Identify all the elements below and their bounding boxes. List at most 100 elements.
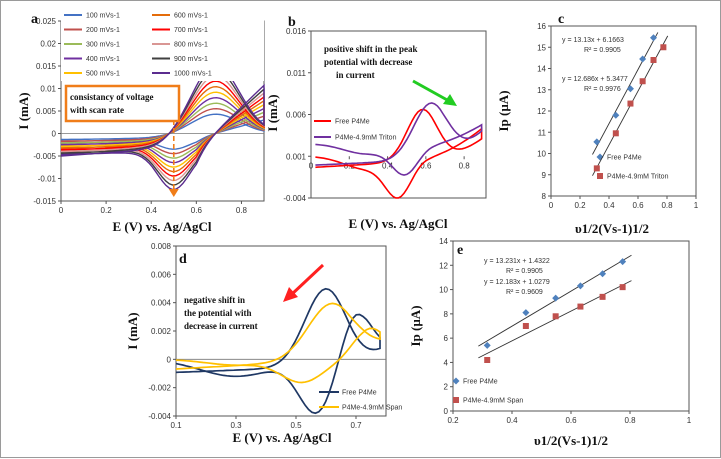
a-xtick-label: 0.2: [101, 206, 113, 215]
d-annotation-line-2: the potential with: [184, 308, 252, 318]
a-legend-label: 300 mVs-1: [86, 42, 120, 49]
e-xtick-label: 0.4: [506, 416, 518, 425]
d-legend-label: P4Me-4.9mM Span: [342, 405, 402, 412]
d-ytick-label: -0.002: [148, 384, 171, 393]
c-fit-r2-1: R² = 0.9905: [584, 47, 621, 54]
d-xtick-label: 0.5: [290, 421, 302, 430]
d-xtick-label: 0.7: [350, 421, 362, 430]
a-legend-label: 900 mVs-1: [174, 56, 208, 63]
d-y-axis-label: I (mA): [125, 312, 140, 349]
a-ytick-label: 0.005: [36, 107, 57, 116]
b-annotation-line-2: potential with decrease: [324, 57, 412, 67]
e-fit-equation-2: y = 12.183x + 1.0279: [484, 279, 550, 286]
c-legend-swatch: [597, 173, 603, 179]
c-xtick-label: 0: [549, 201, 554, 210]
c-legend-label: P4Me-4.9mM Triton: [607, 174, 669, 181]
b-ytick-label: -0.004: [283, 194, 306, 203]
c-xtick-label: 0.2: [574, 201, 586, 210]
e-fit-equation-1: y = 13.231x + 1.4322: [484, 258, 550, 265]
e-xtick-label: 0.8: [624, 416, 636, 425]
c-ytick-label: 13: [537, 86, 546, 95]
c-point-series-2: [651, 57, 657, 63]
e-legend-swatch: [453, 378, 460, 385]
c-fit-equation-1: y = 13.13x + 6.1663: [562, 37, 624, 44]
d-legend-label: Free P4Me: [342, 390, 377, 397]
c-xtick-label: 0.8: [661, 201, 673, 210]
e-legend-label: P4Me-4.9mM Span: [463, 398, 523, 405]
c-ytick-label: 16: [537, 22, 546, 31]
c-legend-label: Free P4Me: [607, 155, 642, 162]
c-point-series-1: [593, 138, 600, 145]
a-ytick-label: -0.005: [33, 152, 56, 161]
d-annotation-line-1: negative shift in: [184, 295, 245, 305]
c-x-axis-label: υ1/2(Vs-1)1/2: [575, 221, 649, 236]
a-ytick-label: -0.015: [33, 197, 56, 206]
d-xtick-label: 0.1: [170, 421, 182, 430]
a-y-axis-label: I (mA): [16, 92, 31, 129]
d-x-axis-label: E (V) vs. Ag/AgCl: [233, 430, 332, 445]
c-point-series-2: [660, 44, 666, 50]
c-ytick-label: 9: [542, 171, 547, 180]
e-point-series-2: [577, 304, 583, 310]
c-fit-equation-2: y = 12.686x + 5.3477: [562, 76, 628, 83]
e-legend-swatch: [453, 397, 459, 403]
a-legend-label: 800 mVs-1: [174, 42, 208, 49]
b-xtick-label: 0.8: [459, 161, 471, 170]
e-ytick-label: 6: [444, 334, 449, 343]
a-voltage-marker-arrow: [169, 189, 179, 197]
e-xtick-label: 1: [687, 416, 692, 425]
d-ytick-label: 0: [167, 355, 172, 364]
b-annotation-line-1: positive shift in the peak: [324, 44, 418, 54]
e-ytick-label: 8: [444, 310, 449, 319]
figure-canvas: -0.015-0.01-0.00500.0050.010.0150.020.02…: [1, 1, 721, 459]
c-xtick-label: 0.6: [632, 201, 644, 210]
d-panel-letter: d: [179, 252, 187, 267]
a-panel-letter: a: [31, 12, 38, 27]
e-point-series-2: [600, 294, 606, 300]
a-xtick-label: 0.8: [236, 206, 248, 215]
a-ytick-label: 0.025: [36, 17, 57, 26]
a-ytick-label: 0.01: [40, 85, 56, 94]
e-point-series-2: [484, 357, 490, 363]
a-xtick-label: 0: [59, 206, 64, 215]
b-annotation-line-3: in current: [336, 70, 375, 80]
b-shift-arrow: [413, 81, 449, 101]
d-ytick-label: 0.002: [151, 327, 172, 336]
c-xtick-label: 0.4: [603, 201, 615, 210]
e-fit-r2-2: R² = 0.9609: [506, 289, 543, 296]
d-ytick-label: 0.004: [151, 299, 172, 308]
d-xtick-label: 0.3: [230, 421, 242, 430]
a-ytick-label: 0.02: [40, 40, 56, 49]
e-y-axis-label: Ip (µA): [408, 305, 423, 346]
c-y-axis-label: Ip (µA): [496, 90, 511, 131]
d-ytick-label: 0.006: [151, 270, 172, 279]
d-ytick-label: -0.004: [148, 412, 171, 421]
a-annotation-line-1: consistancy of voltage: [70, 92, 154, 102]
e-panel-letter: e: [457, 243, 463, 258]
a-legend-label: 1000 mVs-1: [174, 71, 212, 78]
c-point-series-2: [627, 101, 633, 107]
b-ytick-label: 0.011: [287, 69, 307, 78]
c-point-series-2: [640, 78, 646, 84]
e-fit-r2-1: R² = 0.9905: [506, 268, 543, 275]
a-legend-label: 200 mVs-1: [86, 27, 120, 34]
a-legend-label: 500 mVs-1: [86, 71, 120, 78]
b-legend-label: Free P4Me: [335, 119, 370, 126]
c-ytick-label: 12: [537, 107, 546, 116]
e-ytick-label: 0: [444, 407, 449, 416]
e-xtick-label: 0.6: [565, 416, 577, 425]
e-ytick-label: 4: [444, 358, 449, 367]
c-point-series-1: [612, 112, 619, 119]
e-point-series-1: [577, 282, 584, 289]
b-xtick-label: 0.6: [420, 161, 432, 170]
c-ytick-label: 10: [537, 150, 546, 159]
c-point-series-2: [594, 165, 600, 171]
a-legend-label: 100 mVs-1: [86, 13, 120, 20]
a-legend-label: 400 mVs-1: [86, 56, 120, 63]
e-point-series-1: [552, 295, 559, 302]
c-ytick-label: 14: [537, 65, 546, 74]
b-xtick-label: 0: [309, 161, 314, 170]
figure-frame: -0.015 -0.01 -0.005 0 0.005 0.01 0.015 0.02 0.02…: [0, 0, 721, 458]
e-legend-label: Free P4Me: [463, 379, 498, 386]
e-point-series-2: [523, 323, 529, 329]
